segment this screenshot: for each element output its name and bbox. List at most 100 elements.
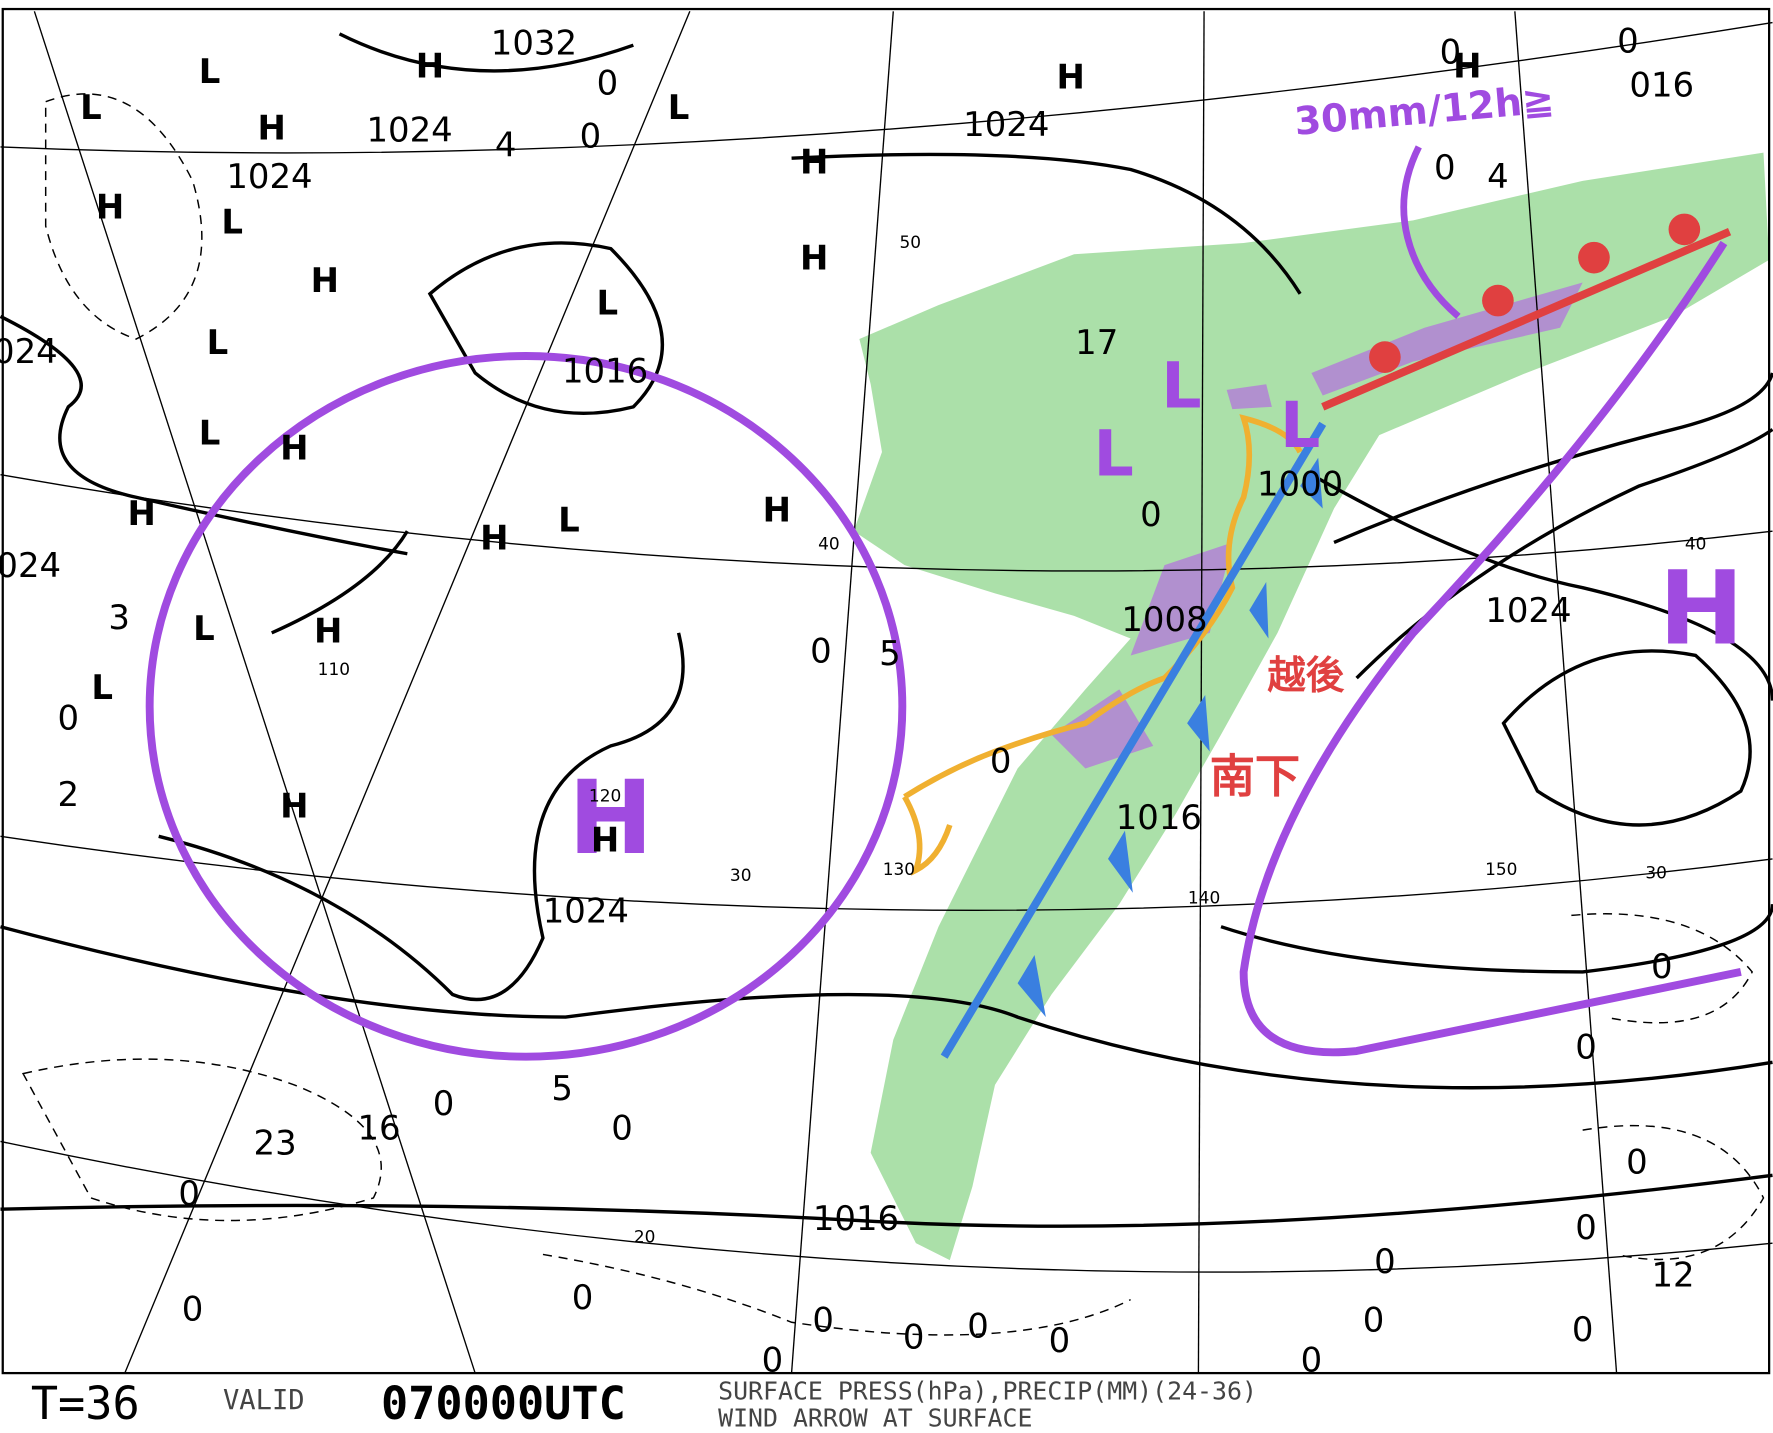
precipitation-area (853, 152, 1770, 1261)
low-annotation: L (1161, 348, 1201, 422)
precip-label: 0 (1049, 1321, 1071, 1360)
isobar-label: 1016 (562, 351, 648, 390)
front-semicircles (1369, 213, 1701, 373)
precip-label: 0 (58, 698, 80, 737)
pressure-center: H (480, 519, 508, 558)
description: WIND ARROW AT SURFACE (718, 1403, 1032, 1432)
pressure-center: L (80, 88, 102, 127)
precip-label: 0 (990, 741, 1012, 780)
precip-label: 0 (1575, 1208, 1597, 1247)
low-annotation: L (1093, 416, 1133, 490)
pressure-center: H (258, 108, 286, 147)
pressure-center: L (199, 52, 221, 91)
precip-label: 0 (1140, 495, 1162, 534)
precip-label: 5 (551, 1069, 573, 1108)
grid-label: 20 (634, 1226, 656, 1246)
pressure-center: H (591, 820, 619, 859)
precip-contours (21, 93, 1765, 1336)
grid-label: 120 (589, 786, 621, 806)
wind-shift-line (903, 414, 1303, 800)
isobar-label: 1024 (963, 105, 1049, 144)
pressure-center: H (96, 188, 124, 227)
isobar-label: 1008 (1121, 600, 1207, 639)
isobar-label: 024 (0, 332, 58, 371)
pressure-center: H (314, 611, 342, 650)
map-frame (1, 7, 1771, 1375)
low-annotation: L (1280, 388, 1320, 462)
high-annotation: H (568, 759, 653, 877)
grid-label: 30 (730, 865, 752, 885)
grid-label: 140 (1188, 887, 1220, 907)
grid-label: 30 (1645, 863, 1667, 883)
precip-label: 0 (572, 1278, 594, 1317)
grid-label: 50 (899, 232, 921, 252)
precip-label: 2 (58, 775, 80, 814)
precip-label: 0 (810, 632, 832, 671)
map-base (0, 7, 1773, 1375)
motion-annotation: 南下 (1210, 750, 1300, 803)
pressure-center: H (280, 428, 308, 467)
grid-label: 40 (818, 534, 840, 554)
high-pressure-outline (145, 352, 907, 1061)
precip-label: 0 (1617, 21, 1639, 60)
pressure-center: L (193, 609, 215, 648)
pressure-center: H (311, 261, 339, 300)
pressure-center: H (1057, 58, 1085, 97)
rain-arrow (1400, 145, 1461, 320)
graticule (0, 11, 1773, 1374)
precip-label: 4 (495, 125, 517, 164)
precip-label: 0 (1572, 1310, 1594, 1349)
isobar-label: 1024 (543, 892, 629, 931)
precip-label: 23 (254, 1123, 297, 1162)
pressure-center: L (207, 323, 229, 362)
precip-label: 0 (1626, 1143, 1648, 1182)
warm-front (1321, 228, 1732, 411)
pressure-center: H (1453, 46, 1481, 85)
description: SURFACE PRESS(hPa),PRECIP(MM)(24-36) (718, 1376, 1257, 1405)
grid-label: 150 (1485, 859, 1517, 879)
isobar-label: 1000 (1257, 464, 1343, 503)
isobar-label: 1024 (366, 111, 452, 150)
pressure-center: L (558, 501, 580, 540)
precip-label: 0 (1374, 1242, 1396, 1281)
precip-label: 0 (1440, 33, 1462, 72)
precip-label: 0 (182, 1289, 204, 1328)
grid-label: 130 (883, 859, 915, 879)
pressure-center: H (280, 787, 308, 826)
isobars (0, 32, 1773, 1228)
pressure-center: L (199, 414, 221, 453)
precip-label: 3 (108, 598, 130, 637)
pressure-center: H (800, 238, 828, 277)
precip-label: 12 (1652, 1256, 1695, 1295)
high-pressure-outline (1239, 240, 1742, 1057)
grid-label: 110 (318, 659, 350, 679)
precip-label: 0 (580, 116, 602, 155)
precip-label: 0 (597, 63, 619, 102)
isobar-label: 1016 (1116, 798, 1202, 837)
pressure-center: H (800, 142, 828, 181)
precip-label: 0 (433, 1084, 455, 1123)
precip-label: 0 (1575, 1027, 1597, 1066)
wind-shift-line (902, 795, 953, 876)
isobar-label: 016 (1629, 66, 1694, 105)
pressure-center: H (416, 46, 444, 85)
valid-label: VALID (223, 1385, 305, 1416)
precip-label: 17 (1075, 323, 1118, 362)
valid-time: 070000UTC (381, 1377, 626, 1430)
heavy-precip (1051, 282, 1583, 769)
precip-label: 4 (1487, 157, 1509, 196)
high-annotation: H (1659, 550, 1744, 668)
isobar-label: 1024 (1485, 591, 1571, 630)
region-annotation: 越後 (1267, 654, 1344, 699)
pressure-center: H (128, 494, 156, 533)
precip-label: 0 (1434, 148, 1456, 187)
precip-label: 0 (967, 1306, 989, 1345)
cold-front (940, 421, 1327, 1059)
precip-label: 0 (1363, 1301, 1385, 1340)
labels: T=36 VALID 070000UTC SURFACE PRESS(hPa),… (0, 21, 1744, 1432)
precip-label: 0 (903, 1318, 925, 1357)
forecast-time: T=36 (31, 1377, 140, 1430)
precip-label: 16 (358, 1109, 401, 1148)
isobar-label: 1024 (226, 157, 312, 196)
